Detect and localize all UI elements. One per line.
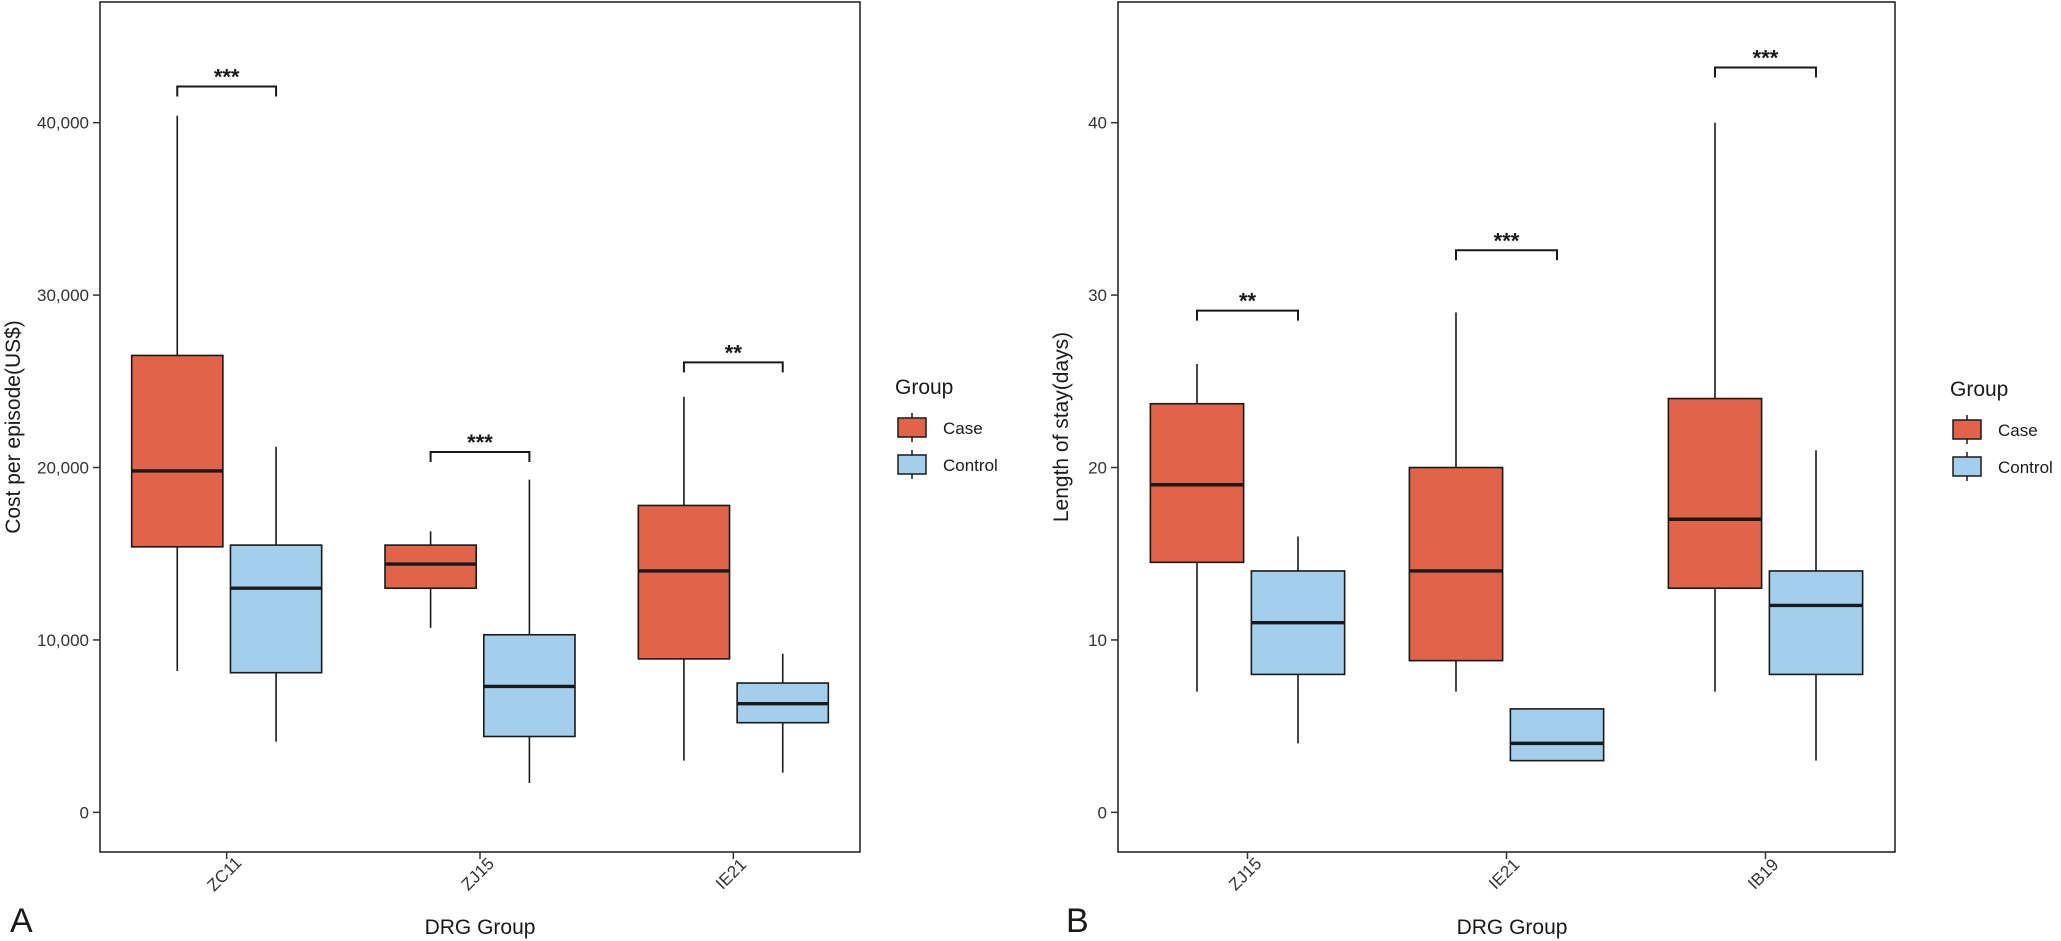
x-tick-label: ZC11 bbox=[203, 853, 245, 895]
legend-key-control bbox=[1952, 456, 1982, 477]
y-tick-label: 10,000 bbox=[37, 631, 89, 650]
y-axis-title: Cost per episode(US$) bbox=[2, 320, 25, 534]
significance-label: *** bbox=[467, 430, 493, 455]
box-case bbox=[130, 354, 224, 548]
x-tick-label: ZJ15 bbox=[458, 854, 498, 894]
significance-label: ** bbox=[1239, 289, 1257, 314]
significance-bracket bbox=[1713, 66, 1818, 78]
significance-label: ** bbox=[725, 340, 743, 365]
significance-bracket bbox=[176, 85, 278, 97]
box-control bbox=[229, 544, 323, 674]
legend: Group Case Control bbox=[895, 376, 998, 479]
legend-key-case bbox=[897, 417, 927, 438]
x-tick-label: IB19 bbox=[1744, 855, 1782, 893]
significance-bracket bbox=[1454, 249, 1559, 261]
legend: Group Case Control bbox=[1950, 378, 2053, 481]
legend-key-case bbox=[1952, 419, 1982, 440]
significance-label: *** bbox=[214, 64, 240, 89]
panel-label: B bbox=[1066, 902, 1089, 940]
y-tick-label: 40,000 bbox=[37, 114, 89, 133]
x-tick-label: IE21 bbox=[1485, 855, 1523, 893]
y-tick-label: 20,000 bbox=[37, 459, 89, 478]
box-case bbox=[384, 544, 477, 590]
y-tick-label: 0 bbox=[80, 803, 89, 822]
x-axis-title: DRG Group bbox=[425, 916, 536, 939]
box-case bbox=[1149, 402, 1245, 564]
box-control bbox=[1509, 708, 1605, 762]
x-tick-label: ZJ15 bbox=[1225, 854, 1265, 894]
y-tick-label: 30 bbox=[1088, 286, 1107, 305]
significance-bracket bbox=[429, 451, 531, 462]
box-case bbox=[1667, 397, 1763, 590]
y-tick-label: 10 bbox=[1088, 631, 1107, 650]
legend-title: Group bbox=[895, 376, 953, 399]
box-control bbox=[1768, 570, 1864, 676]
plot-area bbox=[1117, 1, 1896, 853]
significance-bracket bbox=[1195, 309, 1300, 321]
box-case bbox=[1408, 466, 1504, 662]
y-tick-label: 20 bbox=[1088, 459, 1107, 478]
y-axis-title: Length of stay(days) bbox=[1050, 332, 1073, 522]
legend-label-control: Control bbox=[943, 456, 998, 475]
significance-label: *** bbox=[1753, 46, 1779, 71]
legend-label-control: Control bbox=[1998, 458, 2053, 477]
legend-key-control bbox=[897, 454, 927, 475]
y-tick-label: 30,000 bbox=[37, 286, 89, 305]
panel-label: A bbox=[10, 902, 33, 940]
x-tick-label: IE21 bbox=[712, 855, 750, 893]
x-axis-title: DRG Group bbox=[1457, 916, 1568, 939]
legend-label-case: Case bbox=[1998, 421, 2038, 440]
legend-label-case: Case bbox=[943, 419, 983, 438]
legend-title: Group bbox=[1950, 378, 2008, 401]
plot-area bbox=[99, 1, 861, 853]
box-case bbox=[637, 504, 731, 660]
significance-bracket bbox=[682, 361, 784, 373]
y-tick-label: 40 bbox=[1088, 114, 1107, 133]
y-tick-label: 0 bbox=[1098, 803, 1107, 822]
significance-label: *** bbox=[1494, 228, 1520, 253]
